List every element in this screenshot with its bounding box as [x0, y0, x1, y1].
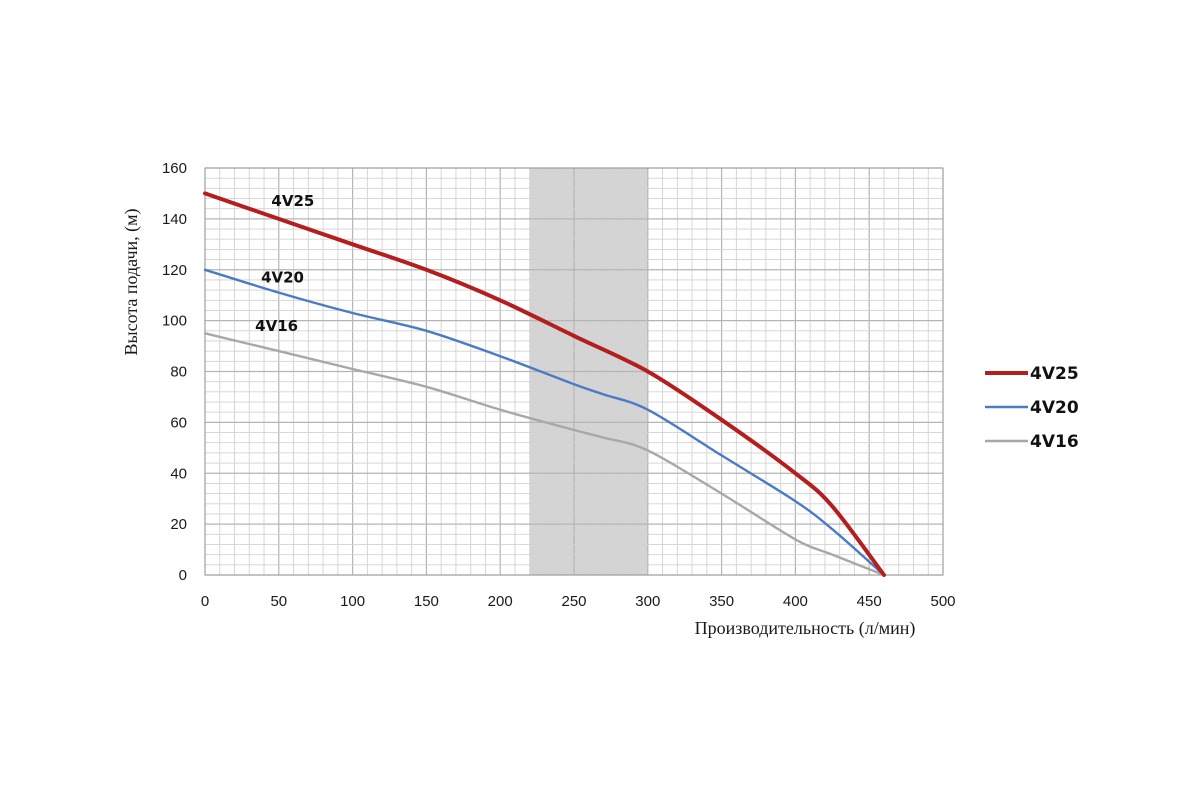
legend-label: 4V20 — [1030, 398, 1079, 418]
series-layer — [203, 191, 886, 577]
y-tick-label: 0 — [179, 567, 187, 584]
y-tick-label: 80 — [170, 364, 187, 381]
grid-layer — [204, 167, 944, 576]
inline-label-4v16: 4V16 — [255, 317, 298, 335]
y-tick-label: 120 — [162, 262, 187, 279]
tick-label-layer: 0 50 100 150 200 250 300 350 400 450 500 0 20 40 60 80 1… — [162, 160, 956, 610]
y-tick-label: 160 — [162, 160, 187, 177]
x-axis-title: Производительность (л/мин) — [695, 618, 916, 639]
legend-label: 4V25 — [1030, 364, 1079, 384]
y-tick-label: 40 — [170, 465, 187, 482]
inline-label-4v25: 4V25 — [271, 192, 314, 210]
y-tick-label: 140 — [162, 211, 187, 228]
x-tick-label: 300 — [635, 593, 660, 610]
legend: 4V25 4V20 4V16 — [985, 364, 1079, 452]
y-axis-title: Высота подачи, (м) — [121, 208, 142, 355]
series-line-4v20 — [203, 268, 886, 577]
x-tick-label: 500 — [930, 593, 955, 610]
legend-label: 4V16 — [1030, 432, 1079, 452]
x-tick-label: 450 — [857, 593, 882, 610]
y-tick-label: 20 — [170, 516, 187, 533]
plot-border — [204, 167, 944, 576]
series-line-4v16 — [203, 332, 886, 577]
x-tick-label: 0 — [201, 593, 209, 610]
x-tick-label: 100 — [340, 593, 365, 610]
x-tick-label: 150 — [414, 593, 439, 610]
y-tick-label: 60 — [170, 414, 187, 431]
series-line-4v25 — [203, 191, 886, 577]
inline-label-4v20: 4V20 — [261, 268, 304, 286]
x-tick-label: 350 — [709, 593, 734, 610]
x-tick-label: 50 — [270, 593, 287, 610]
legend-item-4v25: 4V25 — [985, 364, 1079, 384]
y-tick-label: 100 — [162, 313, 187, 330]
x-tick-label: 250 — [561, 593, 586, 610]
legend-item-4v20: 4V20 — [985, 398, 1079, 418]
x-tick-label: 200 — [488, 593, 513, 610]
inline-label-layer: 4V25 4V20 4V16 — [255, 192, 314, 335]
legend-item-4v16: 4V16 — [985, 432, 1079, 452]
x-tick-label: 400 — [783, 593, 808, 610]
